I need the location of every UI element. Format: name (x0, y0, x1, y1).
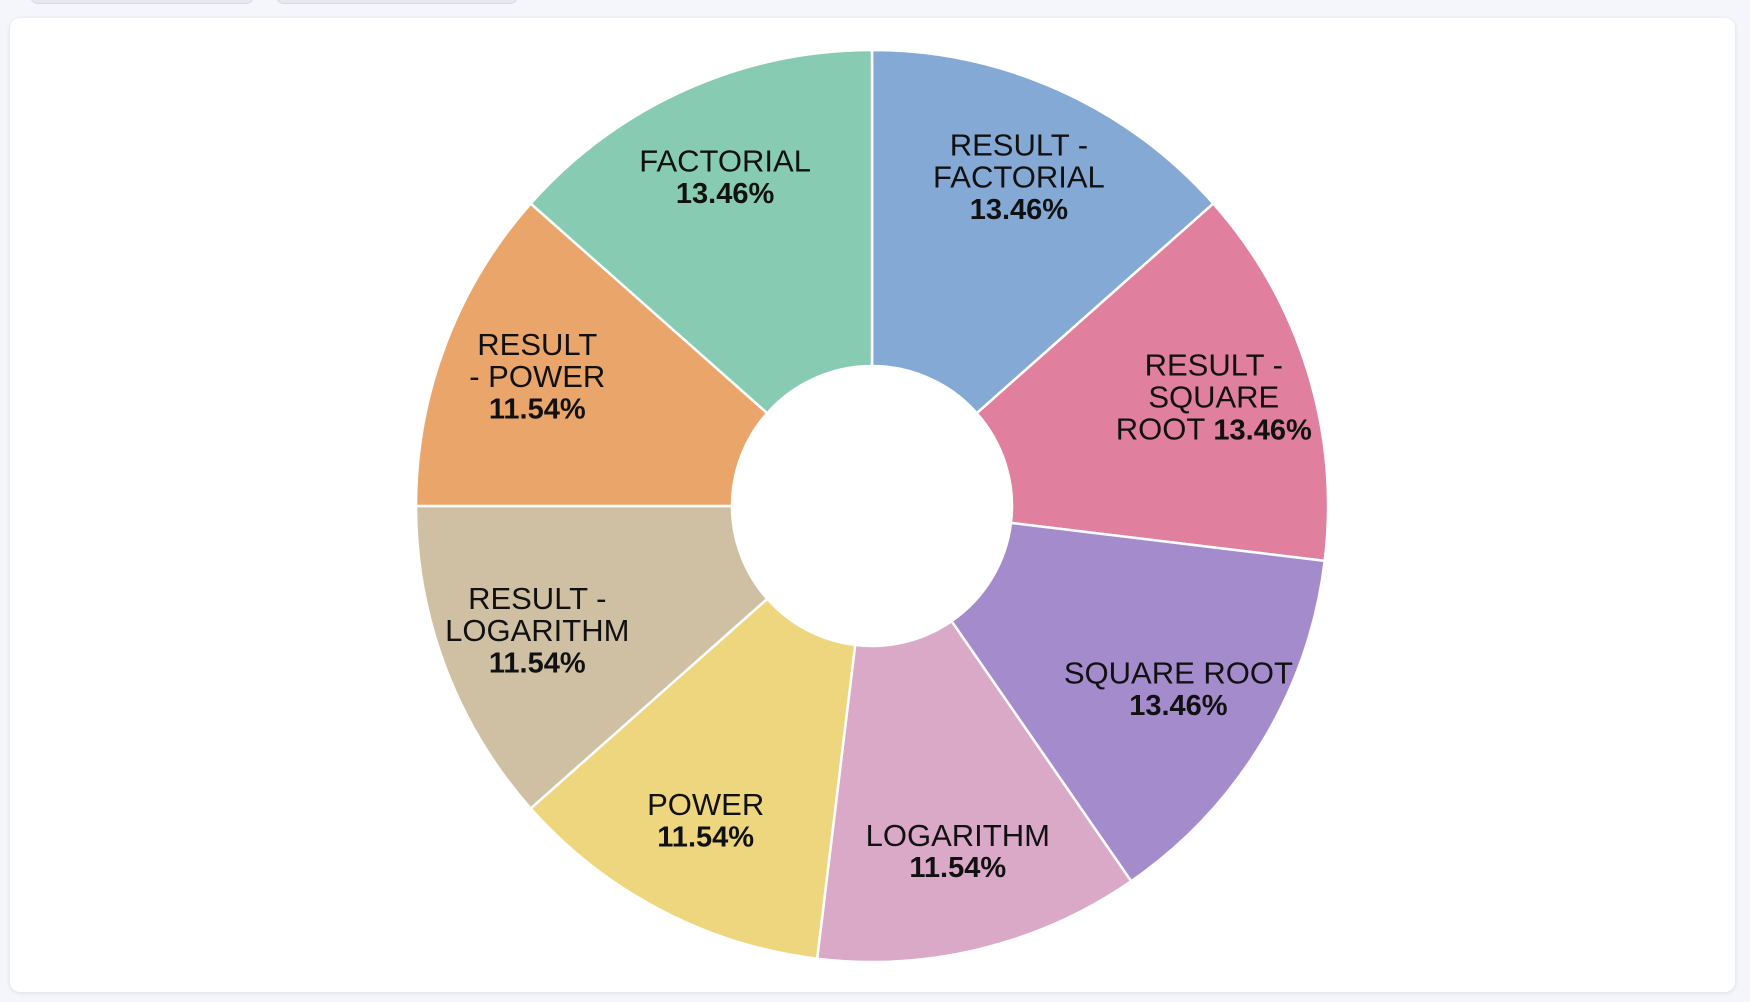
slice-label: - POWER (469, 359, 605, 394)
slice-percentage: 13.46% (676, 178, 775, 210)
slice-factorial[interactable] (528, 48, 874, 415)
slice-result-logarithm[interactable] (414, 504, 769, 811)
slice-percentage: 11.54% (489, 394, 586, 426)
slice-label: RESULT (477, 327, 597, 362)
slice-logarithm[interactable] (815, 619, 1133, 964)
slice-label: ROOT 13.46% (1116, 412, 1312, 447)
slice-label: RESULT - (1145, 348, 1283, 383)
slice-label: SQUARE ROOT (1064, 655, 1293, 690)
slice-result-factorial[interactable] (870, 48, 1216, 415)
slice-percentage: 11.54% (657, 822, 754, 854)
slice-label: RESULT - (468, 581, 606, 616)
slice-result-power[interactable] (414, 201, 769, 508)
slice-label: RESULT - (950, 128, 1088, 163)
top-tab-1[interactable] (30, 0, 254, 4)
slice-label: SQUARE (1148, 380, 1279, 415)
slice-percentage: 11.54% (489, 648, 586, 680)
slice-label: FACTORIAL (639, 144, 811, 179)
slice-label: POWER (647, 787, 764, 822)
slice-result-square-root[interactable] (975, 201, 1330, 563)
top-tab-2[interactable] (276, 0, 518, 4)
slice-power[interactable] (528, 597, 857, 961)
slice-square-root[interactable] (949, 521, 1327, 883)
chart-card: RESULT - FACTORIAL 13.46% RESULT - SQUARE ROO… (10, 18, 1735, 992)
slice-percentage: 13.46% (1213, 414, 1312, 446)
slice-label: FACTORIAL (933, 160, 1105, 195)
slice-label: LOGARITHM (445, 613, 629, 648)
slice-percentage: 11.54% (909, 852, 1006, 884)
slice-percentage: 13.46% (1129, 690, 1228, 722)
slice-label: LOGARITHM (866, 818, 1050, 853)
slice-percentage: 13.46% (970, 194, 1069, 226)
